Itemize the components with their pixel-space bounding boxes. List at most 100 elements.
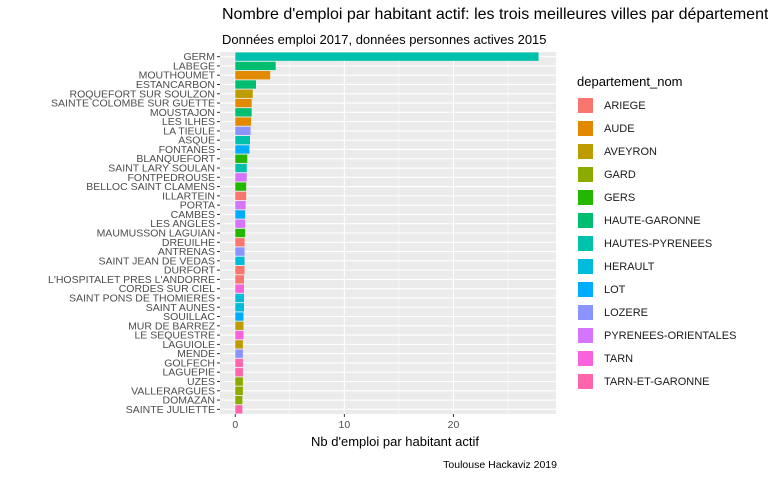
legend-key [577, 281, 594, 298]
legend-key [577, 373, 594, 390]
legend-title: departement_nom [577, 74, 683, 89]
y-tick-label: SAINT PONS DE THOMIERES [69, 292, 215, 304]
legend-item: HAUTE-GARONNE [577, 209, 736, 232]
legend-label: LOT [604, 283, 626, 296]
y-tick-label: MOUTHOUMET [139, 70, 216, 82]
legend-label: PYRENEES-ORIENTALES [604, 329, 737, 342]
legend-key [577, 143, 594, 160]
legend-label: GERS [604, 191, 636, 204]
legend-label: AUDE [604, 122, 635, 135]
bar [235, 52, 539, 61]
y-tick-label: DREUILHE [162, 237, 215, 249]
bar [235, 219, 246, 228]
bar [235, 228, 246, 238]
bar [235, 340, 243, 349]
legend-label: HERAULT [604, 260, 655, 273]
y-tick-label: ANTRENAS [158, 246, 215, 258]
legend-item: ARIEGE [577, 94, 736, 117]
bar [235, 293, 244, 303]
y-tick-label: ASQUE [178, 135, 215, 147]
bar [235, 191, 247, 201]
y-tick-label: BLANQUEFORT [136, 153, 215, 165]
chart-caption: Toulouse Hackaviz 2019 [443, 459, 557, 471]
bar [235, 238, 245, 247]
legend-item: AVEYRON [577, 140, 736, 163]
bar [235, 108, 252, 117]
y-tick-label: UZES [187, 376, 215, 388]
y-tick-label: L'HOSPITALET PRES L'ANDORRE [48, 274, 215, 286]
legend-item: TARN [577, 347, 736, 370]
bar [235, 61, 276, 71]
bar [235, 377, 243, 386]
y-tick-label: CAMBES [171, 209, 215, 221]
legend-items: ARIEGE AUDE AVEYRON GARD GERS HAUTE-GARONNE HA… [577, 94, 736, 393]
chart-subtitle: Données emploi 2017, données personnes a… [222, 32, 547, 47]
legend-key [577, 235, 594, 252]
bar [235, 80, 256, 89]
legend-label: ARIEGE [604, 99, 646, 112]
chart-title: Nombre d'emploi par habitant actif: les … [222, 6, 768, 23]
bar [235, 247, 245, 256]
bar [235, 71, 271, 80]
y-tick-label: SAINT LARY SOULAN [108, 163, 215, 175]
legend-key [577, 304, 594, 321]
y-tick-label: BELLOC SAINT CLAMENS [86, 181, 215, 193]
bar [235, 405, 243, 414]
y-tick-label: MOUSTAJON [150, 107, 215, 119]
bar [235, 117, 252, 126]
bar [235, 275, 244, 284]
legend-key [577, 120, 594, 137]
bar [235, 256, 245, 266]
legend-item: LOZERE [577, 301, 736, 324]
y-tick-label: SAINTE JULIETTE [126, 404, 215, 416]
y-tick-label: ROQUEFORT SUR SOULZON [70, 88, 215, 100]
y-tick-label: GOLFECH [164, 357, 215, 369]
y-tick-label: LES ANGLES [150, 218, 215, 230]
bar [235, 386, 243, 395]
legend: departement_nom ARIEGE AUDE AVEYRON GARD GER… [577, 74, 736, 393]
bar [235, 136, 250, 145]
legend-item: GERS [577, 186, 736, 209]
bar [235, 98, 252, 108]
bar [235, 145, 250, 154]
legend-key [577, 166, 594, 183]
y-tick-label: ILLARTEIN [162, 190, 215, 202]
legend-key [577, 258, 594, 275]
legend-item: LOT [577, 278, 736, 301]
legend-key [577, 189, 594, 206]
y-tick-label: GERM [184, 51, 216, 63]
bar [235, 182, 247, 191]
y-tick-label: SAINT JEAN DE VEDAS [98, 255, 215, 267]
y-tick-label: LABEGE [173, 60, 215, 72]
bar [235, 173, 247, 182]
legend-item: AUDE [577, 117, 736, 140]
y-tick-label: DOMAZAN [163, 395, 216, 407]
bar [235, 200, 246, 210]
legend-label: TARN [604, 352, 634, 365]
y-tick-label: SOUILLAC [163, 311, 215, 323]
x-tick-label: 10 [339, 419, 351, 431]
y-tick-label: LE SEQUESTRE [134, 330, 215, 342]
bar [235, 89, 253, 98]
y-tick-label: VALLERARGUES [131, 385, 215, 397]
y-tick-label: FONTPEDROUSE [127, 172, 215, 184]
y-tick-label: LA TIEULE [163, 125, 215, 137]
bar [235, 126, 251, 136]
legend-item: HERAULT [577, 255, 736, 278]
legend-label: AVEYRON [604, 145, 657, 158]
bar [235, 358, 243, 368]
legend-label: LOZERE [604, 306, 649, 319]
y-tick-label: MAUMUSSON LAGUIAN [97, 228, 215, 240]
y-tick-label: ESTANCARBON [136, 79, 215, 91]
bar [235, 395, 243, 405]
legend-item: PYRENEES-ORIENTALES [577, 324, 736, 347]
legend-label: HAUTES-PYRENEES [604, 237, 713, 250]
y-tick-label: FONTANES [159, 144, 215, 156]
y-tick-label: LES ILHES [162, 116, 215, 128]
y-tick-label: MENDE [177, 348, 215, 360]
x-axis-title: Nb d'emploi par habitant actif [311, 434, 479, 449]
y-tick-label: SAINT AUNES [146, 302, 215, 314]
bar [235, 368, 243, 377]
legend-key [577, 350, 594, 367]
